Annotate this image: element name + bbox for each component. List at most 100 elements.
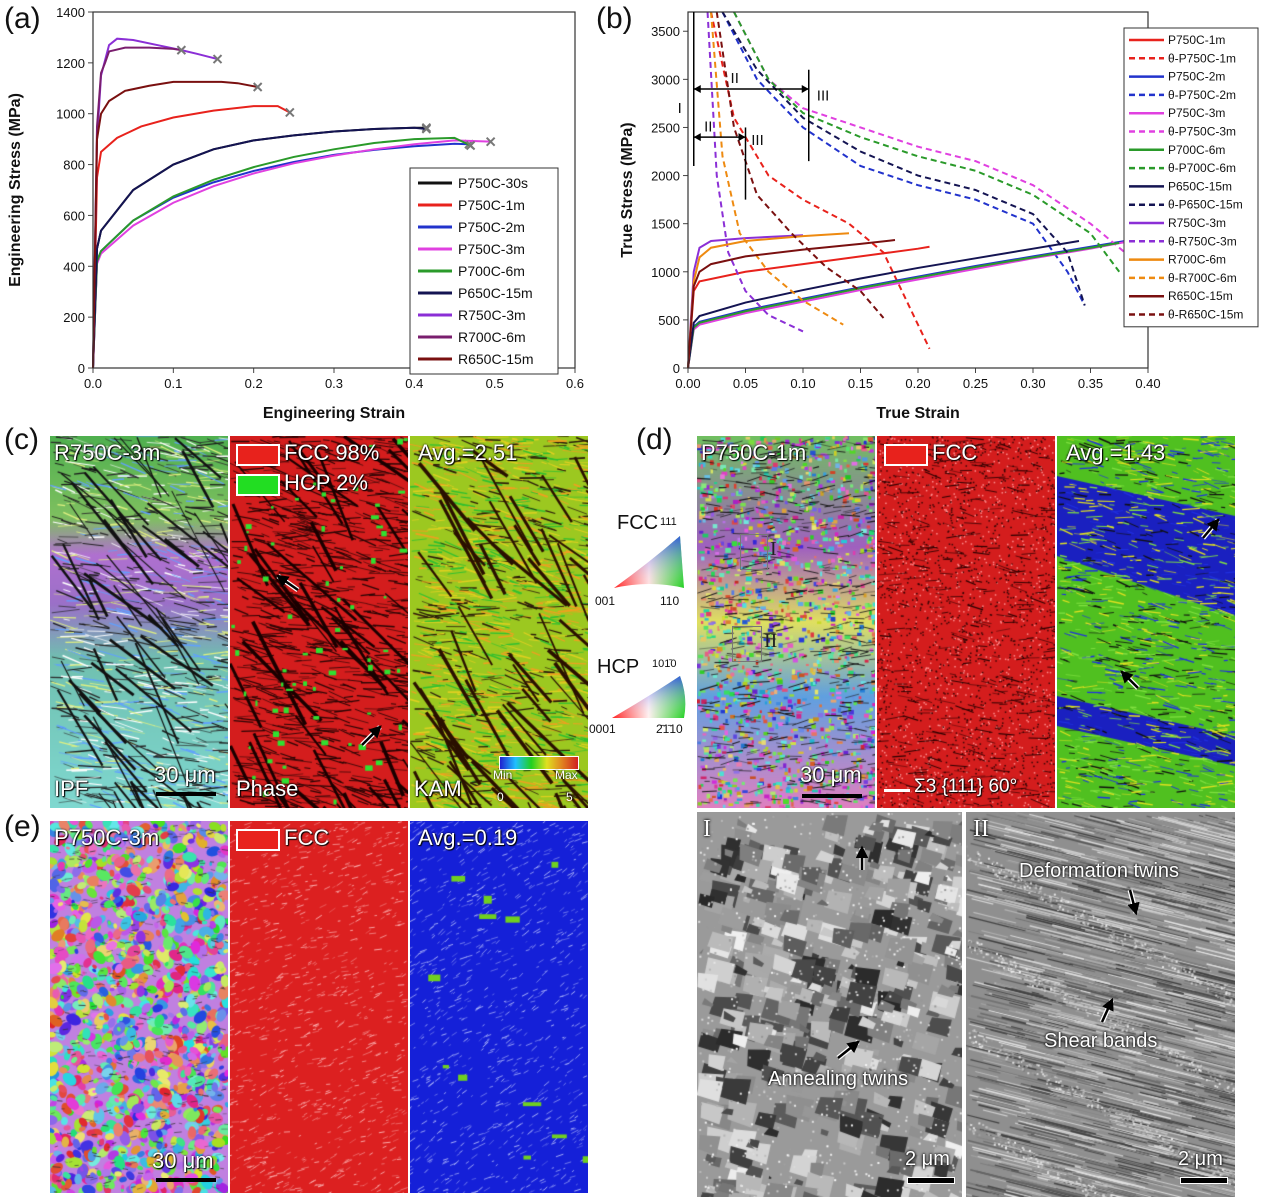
- deformation-twins-label: Deformation twins: [1019, 860, 1180, 882]
- series-line: [687, 241, 1120, 369]
- fcc-legend-c: FCC 98%: [284, 440, 380, 465]
- series-line: [687, 239, 896, 369]
- kam-hi: 5: [566, 790, 573, 804]
- phase-map-e: [230, 821, 408, 1193]
- ipf-key-fcc-110: 110: [660, 594, 680, 608]
- y-tick-label: 0: [673, 361, 680, 376]
- range-arrow: [693, 84, 809, 93]
- series-line: [687, 240, 1126, 369]
- fracture-marker: [252, 82, 263, 92]
- x-tick-label: 0.1: [164, 376, 182, 391]
- legend-label: R700C-6m: [458, 329, 526, 345]
- phase-label: Phase: [236, 776, 299, 801]
- fcc-legend-swatch-d: [884, 444, 928, 466]
- series-line: [92, 126, 427, 369]
- plot-frame: [687, 11, 1149, 369]
- fcc-legend-swatch-e: [236, 829, 280, 851]
- sample-label-d: P750C-1m: [701, 440, 807, 465]
- range-arrow: [693, 133, 746, 142]
- y-tick-label: 3000: [651, 72, 680, 87]
- panel-label-a: (a): [4, 2, 41, 35]
- legend-label: θ-P700C-6m: [1168, 161, 1236, 175]
- true-stress-strain-chart: 0 500 1000 1500 2000 2500 3000 3500 0.00 0.05 0.10…: [619, 11, 1259, 422]
- legend-label: P750C-3m: [458, 241, 525, 257]
- y-tick-label: 800: [63, 158, 85, 173]
- x-axis-label: True Strain: [876, 405, 960, 422]
- hcp-ipf-triangle: [612, 676, 686, 718]
- microstructure-texture: [50, 821, 228, 1193]
- legend-label: P700C-6m: [458, 263, 525, 279]
- series-line: [687, 232, 850, 369]
- microstructure-texture: [697, 812, 962, 1197]
- region-annotation: III: [751, 132, 764, 149]
- shear-bands-label: Shear bands: [1044, 1030, 1158, 1052]
- series-line: [733, 11, 1126, 254]
- series-line: [710, 11, 931, 350]
- microstructure-texture: [230, 821, 408, 1193]
- series-line: [92, 126, 427, 369]
- y-tick-label: 1400: [56, 5, 85, 20]
- y-tick-label: 2000: [651, 169, 680, 184]
- y-tick-label: 1500: [651, 217, 680, 232]
- legend-label: θ-P750C-1m: [1168, 51, 1236, 65]
- y-axis-label: Engineering Stress (MPa): [7, 93, 24, 287]
- x-tick-label: 0.00: [675, 376, 700, 391]
- legend-label: P750C-2m: [1168, 70, 1225, 84]
- series-line: [92, 46, 182, 369]
- x-tick-label: 0.35: [1078, 376, 1103, 391]
- phase-map-d: [877, 436, 1055, 808]
- scale-bar-e: [156, 1178, 216, 1182]
- legend-label: P650C-15m: [458, 285, 533, 301]
- legend-label: θ-R700C-6m: [1168, 271, 1237, 285]
- fcc-legend-swatch-c: [236, 444, 280, 466]
- x-tick-label: 0.4: [405, 376, 423, 391]
- ipf-key-hcp-2110: 2̄1̄10: [656, 722, 683, 736]
- ipf-key-fcc-label: FCC: [617, 512, 659, 534]
- microstructure-texture: [1057, 436, 1235, 808]
- ipf-key-fcc-001: 001: [595, 594, 616, 608]
- scale-label-c: 30 μm: [154, 762, 216, 787]
- y-tick-label: 400: [63, 259, 85, 274]
- region-box-I: [740, 534, 768, 570]
- legend-label: θ-P650C-15m: [1168, 198, 1243, 212]
- plot-frame: [92, 11, 576, 369]
- legend-label: R650C-15m: [1168, 289, 1233, 303]
- scale-label-sem-II: 2 μm: [1178, 1148, 1223, 1170]
- scale-bar-sem-I: [907, 1177, 955, 1184]
- sample-label-c: R750C-3m: [54, 440, 161, 465]
- y-tick-label: 200: [63, 310, 85, 325]
- ipf-map-d: [697, 436, 875, 808]
- ipf-map-e: [50, 821, 228, 1193]
- hcp-legend-c: HCP 2%: [284, 470, 368, 495]
- legend-label: R750C-3m: [1168, 216, 1226, 230]
- microstructure-texture: [410, 436, 588, 808]
- microstructure-texture: [410, 821, 588, 1193]
- x-tick-label: 0.0: [84, 376, 102, 391]
- region-annotation: I: [678, 100, 682, 117]
- region-annotation: III: [817, 88, 830, 105]
- y-tick-label: 2500: [651, 120, 680, 135]
- kam-min: Min: [493, 768, 513, 782]
- series-line: [733, 11, 1121, 273]
- y-tick-label: 1000: [56, 107, 85, 122]
- kam-label: KAM: [414, 776, 462, 801]
- kam-colorbar: [499, 756, 579, 770]
- twin-boundary-swatch: [884, 789, 910, 792]
- ipf-label: IPF: [54, 776, 89, 801]
- fracture-marker: [212, 54, 223, 64]
- legend-label: θ-P750C-2m: [1168, 88, 1236, 102]
- fracture-marker: [285, 107, 295, 118]
- x-tick-label: 0.40: [1135, 376, 1160, 391]
- fracture-marker: [465, 140, 476, 151]
- microstructure-texture: [50, 436, 228, 808]
- scale-bar-d: [802, 794, 862, 798]
- legend-label: R650C-15m: [458, 351, 533, 367]
- engineering-stress-strain-chart: 0 200 400 600 800 1000 1200 1400 0.0 0.1 0.2 0.3 0.4…: [7, 5, 584, 422]
- y-axis-label: True Stress (MPa): [619, 122, 636, 257]
- fcc-legend-d: FCC: [932, 440, 978, 465]
- legend-label: P750C-30s: [458, 175, 528, 191]
- microstructure-texture: [697, 436, 875, 808]
- kam-map-e: [410, 821, 588, 1193]
- y-tick-label: 1200: [56, 56, 85, 71]
- legend-label: P750C-2m: [458, 219, 525, 235]
